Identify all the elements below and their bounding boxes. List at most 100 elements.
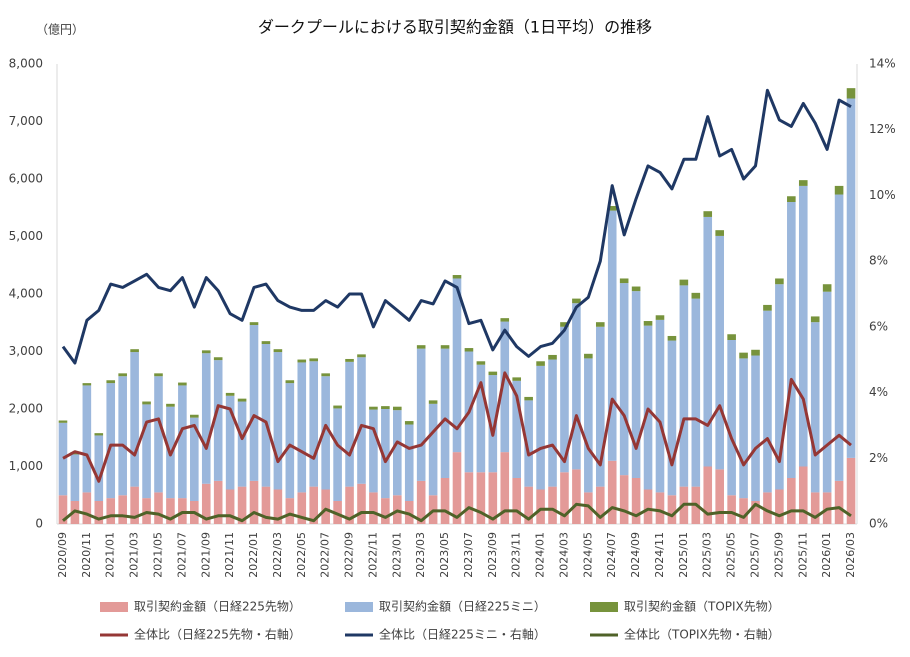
bar-segment (524, 396, 533, 401)
bar-segment (58, 420, 68, 423)
bar-segment (393, 406, 402, 411)
bar-segment (679, 285, 689, 487)
bar-segment (273, 349, 283, 353)
x-tick-label: 2021/03 (128, 532, 141, 578)
x-tick-label: 2021/01 (104, 532, 117, 578)
x-tick-label: 2023/09 (486, 532, 499, 578)
bar-segment (321, 373, 330, 377)
legend-label: 全体比（日経225先物・右軸） (134, 627, 301, 642)
y-tick-label: 6,000 (9, 172, 43, 186)
bar-segment (309, 361, 319, 487)
bar-segment (643, 321, 653, 326)
bar-segment (691, 292, 701, 299)
bar-segment (846, 88, 856, 99)
bar-segment (273, 489, 283, 524)
bar-segment (798, 466, 808, 524)
bar-segment (297, 362, 307, 493)
bar-segment (261, 341, 271, 345)
bar-segment (213, 360, 223, 481)
bar-segment (679, 279, 689, 286)
bar-segment (810, 492, 820, 524)
x-tick-label: 2020/09 (56, 532, 69, 578)
y-tick-label: 2,000 (9, 402, 43, 416)
bar-segment (82, 492, 92, 524)
bar-segment (655, 315, 665, 320)
bar-segment (154, 373, 163, 377)
bar-segment (297, 359, 307, 363)
bar-segment (154, 492, 163, 524)
bar-segment (154, 376, 163, 493)
bar-segment (488, 371, 498, 376)
bar-segment (536, 361, 545, 366)
x-tick-label: 2026/03 (844, 532, 857, 578)
line-series (62, 502, 852, 523)
bar-segment (106, 380, 116, 384)
y-tick-label: 0 (35, 517, 43, 531)
x-tick-label: 2022/01 (247, 532, 260, 578)
bar-segment (607, 210, 617, 461)
bar-segment (560, 326, 569, 473)
bar-segment (237, 401, 247, 487)
bar-segment (739, 352, 748, 359)
bar-segment (584, 353, 593, 359)
bar-segment (536, 489, 545, 524)
bar-segment (727, 334, 736, 340)
bar-segment (82, 385, 92, 493)
bar-segment (488, 375, 498, 473)
y2-tick-label: 2% (869, 451, 888, 465)
bar-segment (607, 460, 617, 524)
bar-segment (273, 352, 283, 490)
bar-segment (345, 358, 354, 362)
bar-segment (715, 469, 724, 524)
bar-segment (345, 486, 354, 524)
bar-segment (584, 358, 593, 493)
bar-segment (560, 472, 569, 524)
y-tick-label: 1,000 (9, 459, 43, 473)
legend-label: 取引契約金額（日経225ミニ） (379, 599, 546, 614)
bar-segment (201, 353, 211, 484)
legend-swatch (100, 602, 128, 612)
y2-tick-label: 0% (869, 517, 888, 531)
bar-segment (715, 235, 724, 470)
bar-segment (763, 492, 772, 524)
bar-segment (178, 382, 187, 386)
bar-segment (213, 480, 223, 524)
bar-segment (775, 489, 784, 524)
bar-segment (58, 422, 68, 496)
bar-segment (285, 380, 295, 384)
bar-segment (94, 433, 104, 436)
x-tick-label: 2021/09 (199, 532, 212, 578)
bar-segment (703, 216, 713, 467)
bar-segment (464, 472, 474, 524)
bar-segment (727, 340, 736, 496)
y-tick-label: 3,000 (9, 344, 43, 358)
bar-segment (655, 492, 665, 524)
bar-segment (213, 357, 223, 361)
x-tick-label: 2022/05 (295, 532, 308, 578)
bar-segment (548, 486, 557, 524)
bar-segment (512, 377, 521, 381)
x-tick-label: 2024/11 (653, 532, 666, 578)
bar-segment (739, 498, 748, 524)
bar-segment (488, 472, 498, 524)
bar-segment (810, 316, 820, 323)
bar-segment (452, 275, 462, 279)
bar-segment (285, 498, 295, 524)
bar-segment (595, 486, 605, 524)
bar-segment (118, 376, 127, 496)
line-series (62, 371, 852, 483)
bar-segment (751, 349, 760, 356)
bar-segment (369, 406, 378, 410)
bar-segment (631, 291, 641, 478)
bar-segment (834, 480, 844, 524)
bar-segment (249, 325, 259, 481)
x-tick-label: 2025/11 (796, 532, 809, 578)
bar-segment (357, 354, 366, 358)
x-tick-label: 2020/11 (80, 532, 93, 578)
bar-segment (775, 278, 784, 285)
bar-segment (500, 318, 510, 322)
bar-segment (440, 345, 450, 349)
bar-segment (643, 489, 653, 524)
bar-segment (476, 361, 486, 365)
